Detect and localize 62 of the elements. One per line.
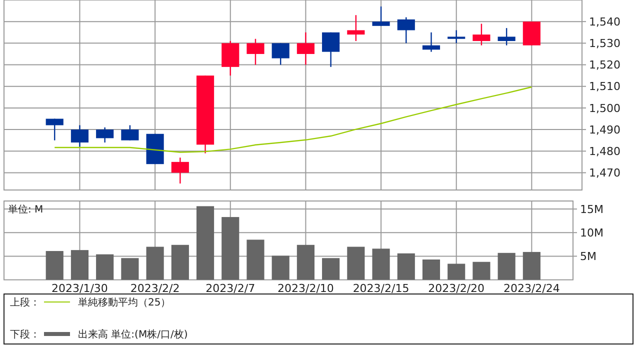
y-tick-label: 1,510: [589, 80, 620, 94]
bar: [222, 217, 240, 280]
y-tick-label: 15M: [580, 202, 604, 216]
y-tick-label: 1,520: [589, 58, 620, 72]
candlestick: [372, 6, 390, 27]
legend-label: 出来高 単位:(M株/口/枚): [78, 328, 188, 340]
bar: [196, 206, 214, 280]
text: 下段：: [10, 328, 40, 340]
bar: [70, 250, 89, 280]
bar: [347, 246, 365, 280]
x-tick-label: 2023/2/2: [130, 282, 180, 295]
candlestick: [448, 30, 466, 44]
y-tick-label: 1,480: [589, 144, 620, 158]
candlestick: [522, 20, 540, 46]
candlestick: [121, 124, 139, 141]
candlestick: [422, 32, 440, 52]
y-tick-label: 1,530: [589, 37, 620, 50]
candlestick: [296, 32, 314, 66]
bar: [272, 256, 290, 280]
bar: [372, 248, 390, 280]
x-tick-label: 2023/2/15: [352, 282, 410, 295]
bar: [422, 260, 440, 280]
bar: [296, 244, 314, 280]
x-tick-label: 2023/2/20: [428, 282, 485, 295]
bar: [246, 240, 264, 280]
bar: [322, 258, 340, 280]
candlestick: [472, 23, 490, 46]
bar: [146, 246, 164, 280]
y-tick-label: 1,540: [589, 15, 620, 28]
bar: [397, 253, 415, 280]
candlestick: [46, 118, 64, 141]
y-tick-label: 5M: [580, 250, 596, 264]
x-tick-label: 2023/2/24: [503, 282, 560, 295]
y-tick-label: 1,470: [589, 166, 620, 180]
x-tick-label: 2023/1/30: [52, 282, 108, 295]
bar: [96, 254, 114, 280]
bar: [171, 244, 189, 280]
bar: [46, 251, 64, 280]
candlestick: [347, 14, 365, 42]
candlestick: [272, 42, 290, 66]
bar: [472, 262, 490, 280]
candlestick: [222, 40, 240, 76]
text: 上段：: [10, 296, 40, 308]
y-tick-label: 1,490: [589, 123, 620, 136]
candlestick: [70, 124, 89, 148]
candlestick: [498, 27, 516, 46]
bar: [522, 252, 540, 280]
candlestick: [96, 126, 114, 144]
x-tick-label: 2023/2/7: [206, 282, 256, 295]
candlestick: [397, 16, 415, 44]
line-series: [54, 86, 532, 153]
candlestick: [171, 157, 189, 184]
bar: [121, 258, 139, 280]
bar: [498, 252, 516, 280]
candlestick: [322, 32, 340, 68]
x-tick-label: 2023/2/10: [278, 282, 334, 295]
y-tick-label: 1,500: [589, 102, 620, 115]
candlestick: [246, 38, 264, 66]
y-tick-label: 10M: [580, 226, 604, 240]
annotation: 単位: M: [8, 204, 44, 216]
bar: [448, 264, 466, 280]
legend-label: 単純移動平均（25）: [78, 296, 171, 308]
